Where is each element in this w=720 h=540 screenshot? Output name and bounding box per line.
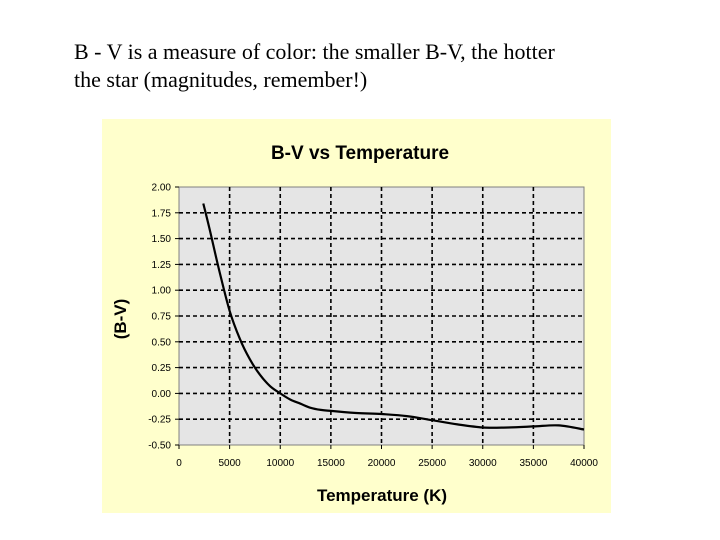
y-tick-label: -0.50 bbox=[148, 441, 171, 452]
y-axis-label: (B-V) bbox=[111, 299, 130, 340]
y-tick-label: 1.50 bbox=[152, 234, 172, 245]
y-tick-label: -0.25 bbox=[148, 415, 171, 426]
y-tick-label: 0.50 bbox=[152, 337, 172, 348]
y-tick-label: 1.25 bbox=[152, 260, 172, 271]
x-tick-label: 20000 bbox=[368, 458, 396, 469]
x-axis-label: Temperature (K) bbox=[317, 486, 447, 505]
chart-title: B-V vs Temperature bbox=[271, 143, 449, 164]
x-tick-label: 30000 bbox=[469, 458, 497, 469]
y-tick-label: 0.75 bbox=[152, 312, 172, 323]
y-tick-label: 0.00 bbox=[152, 389, 172, 400]
y-tick-label: 1.00 bbox=[152, 286, 172, 297]
x-tick-label: 35000 bbox=[519, 458, 547, 469]
x-tick-label: 0 bbox=[176, 458, 182, 469]
x-tick-label: 40000 bbox=[570, 458, 598, 469]
x-tick-label: 15000 bbox=[317, 458, 345, 469]
y-tick-label: 0.25 bbox=[152, 363, 172, 374]
caption-line-2: the star (magnitudes, remember!) bbox=[74, 67, 368, 92]
data-series-line bbox=[202, 203, 585, 431]
caption-line-1: B - V is a measure of color: the smaller… bbox=[74, 39, 555, 64]
plot-area: 2.00 1.75 1.50 1.25 1.00 0.75 0.50 0.25 0.00 -0.2… bbox=[148, 183, 598, 470]
chart-panel: B-V vs Temperature (B-V) Temperature (K)… bbox=[102, 119, 611, 513]
x-tick-label: 25000 bbox=[418, 458, 446, 469]
x-tick-label: 5000 bbox=[219, 458, 242, 469]
x-tick-label: 10000 bbox=[266, 458, 294, 469]
chart-svg: B-V vs Temperature (B-V) Temperature (K)… bbox=[111, 143, 598, 505]
y-tick-label: 1.75 bbox=[152, 208, 172, 219]
slide-caption: B - V is a measure of color: the smaller… bbox=[74, 38, 674, 94]
y-tick-label: 2.00 bbox=[152, 183, 172, 194]
